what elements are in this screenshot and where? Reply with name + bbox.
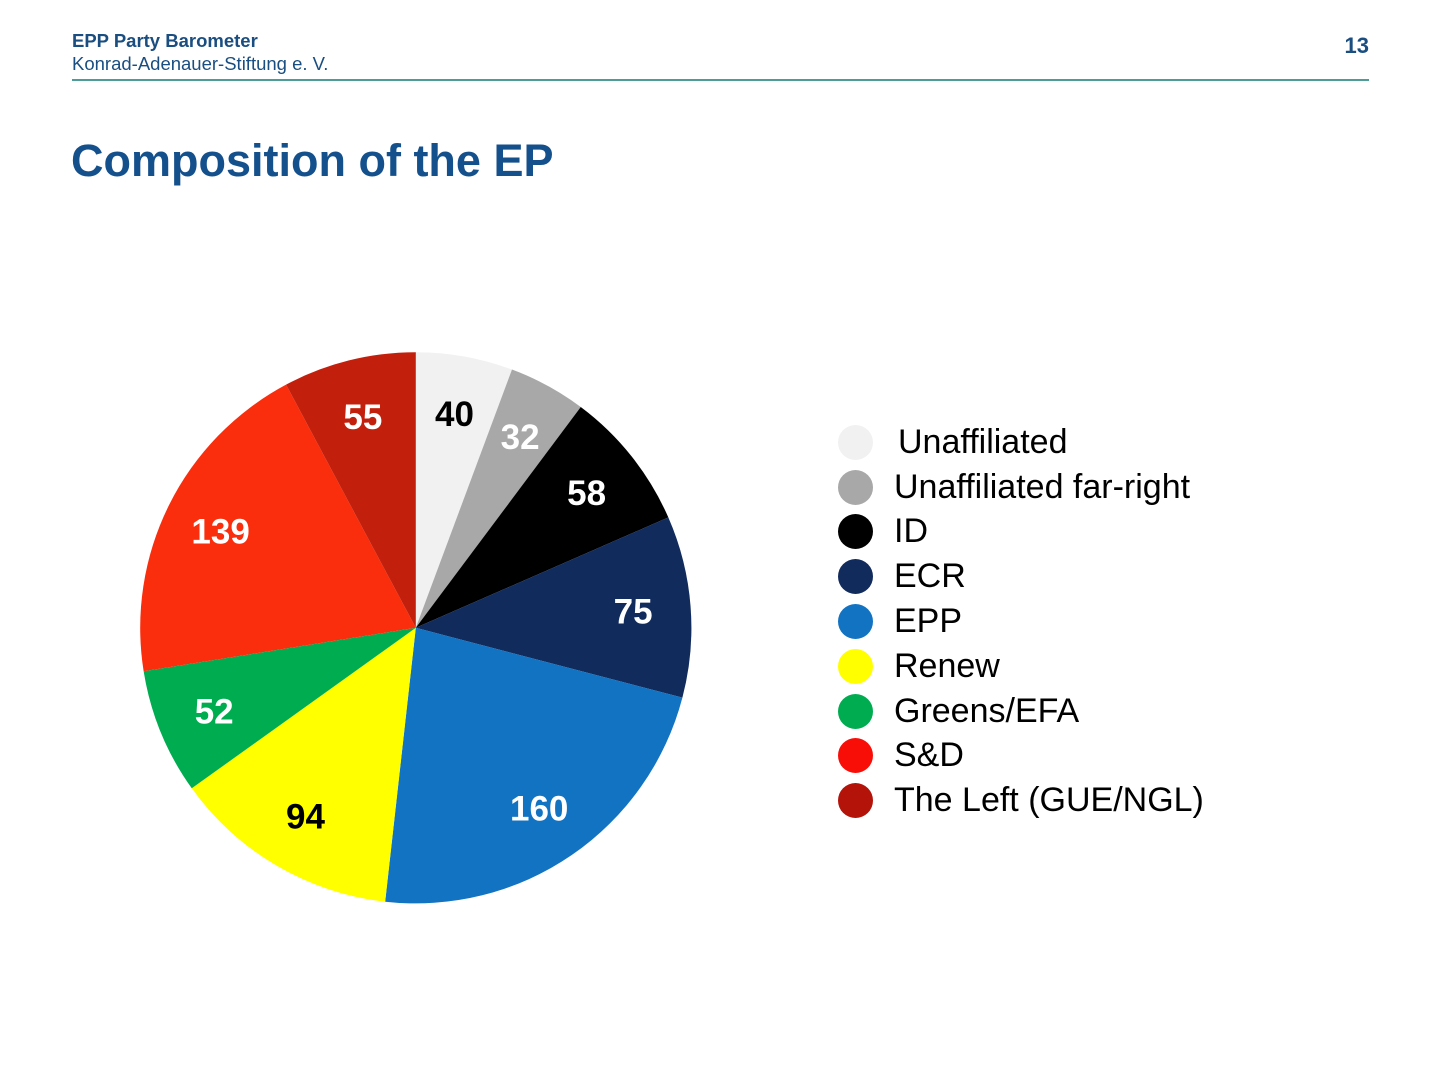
- svg-text:94: 94: [286, 798, 325, 837]
- svg-text:52: 52: [195, 693, 234, 732]
- svg-text:55: 55: [343, 398, 382, 437]
- svg-text:160: 160: [510, 789, 568, 828]
- svg-text:32: 32: [501, 418, 540, 457]
- svg-text:58: 58: [567, 474, 606, 513]
- svg-text:75: 75: [614, 593, 653, 632]
- svg-text:40: 40: [435, 395, 474, 434]
- svg-text:139: 139: [191, 513, 249, 552]
